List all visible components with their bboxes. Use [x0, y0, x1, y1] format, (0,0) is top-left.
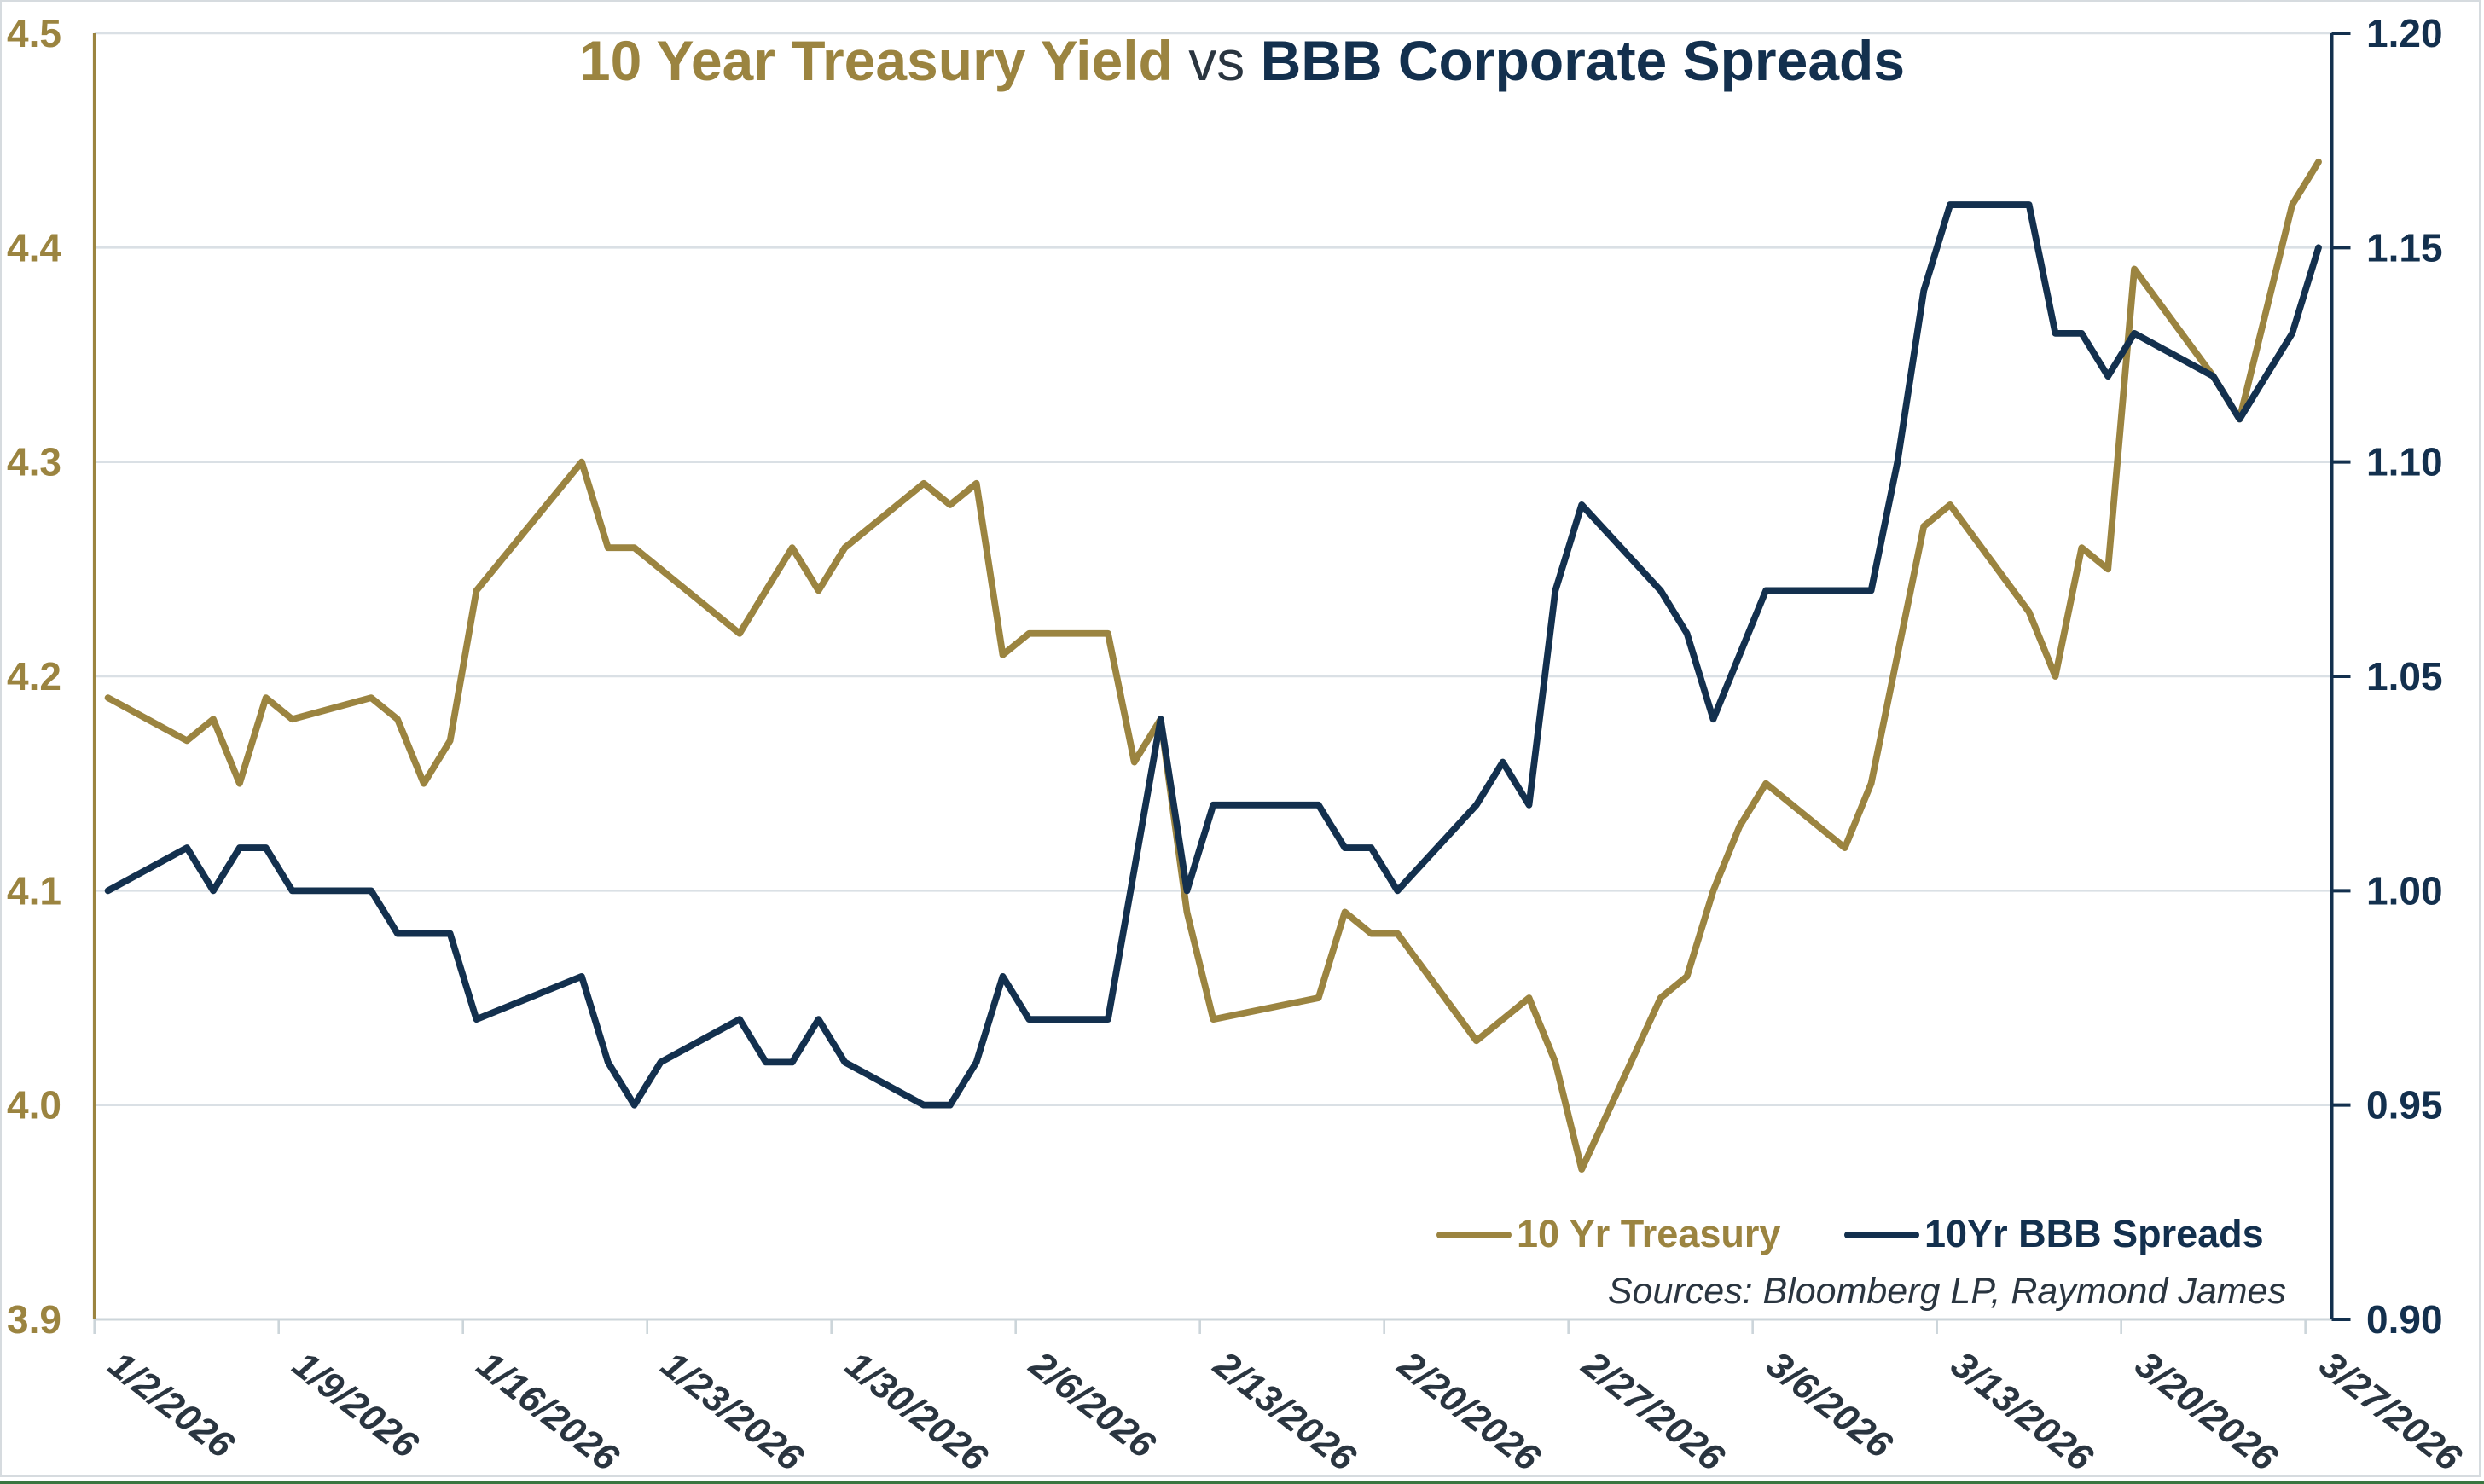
source-note: Sources: Bloomberg LP, Raymond James: [1607, 1271, 2286, 1312]
treasury-line-swatch: [1436, 1232, 1512, 1238]
x-axis-label: 2/13/2026: [1205, 1343, 1364, 1480]
left-axis-label: 4.0: [7, 1083, 61, 1127]
spreads-line-swatch: [1844, 1232, 1919, 1238]
spreads-line: [104, 201, 2322, 1109]
right-axis-label: 0.95: [2366, 1083, 2443, 1127]
x-axis-label: 2/27/2026: [1574, 1343, 1732, 1480]
right-axis-label: 1.05: [2366, 654, 2443, 699]
treasury-line: [104, 158, 2322, 1173]
x-axis-label: 1/9/2026: [285, 1343, 427, 1466]
legend-label-treasury: 10 Yr Treasury: [1517, 1213, 1781, 1255]
bottom-green-bar: [0, 1481, 2484, 1484]
chart-title-spreads: BBB Corporate Spreads: [1260, 29, 1906, 92]
x-axis-label: 1/2/2026: [101, 1343, 242, 1466]
left-axis-label: 4.3: [7, 440, 61, 484]
left-axis-label: 4.4: [7, 225, 61, 270]
right-axis-label: 1.10: [2366, 440, 2443, 484]
chart-title: 10 Year Treasury Yield vs BBB Corporate …: [0, 29, 2484, 92]
chart-title-separator: vs: [1172, 29, 1261, 92]
x-axis-label: 2/6/2026: [1021, 1343, 1163, 1467]
left-axis-label: 3.9: [7, 1297, 61, 1342]
chart-title-treasury: 10 Year Treasury Yield: [578, 29, 1173, 92]
x-axis-label: 3/27/2026: [2312, 1343, 2469, 1479]
x-axis-label: 1/30/2026: [838, 1343, 995, 1479]
legend-label-spreads: 10Yr BBB Spreads: [1924, 1213, 2264, 1255]
legend-item-treasury: 10 Yr Treasury: [1436, 1209, 1780, 1261]
right-axis-label: 1.00: [2366, 868, 2443, 913]
left-axis-label: 4.5: [7, 11, 61, 55]
x-axis-label: 3/20/2026: [2127, 1343, 2285, 1479]
legend-item-spreads: 10Yr BBB Spreads: [1844, 1209, 2264, 1261]
left-axis-label: 4.2: [7, 654, 61, 699]
right-axis-label: 0.90: [2366, 1297, 2443, 1342]
x-axis-label: 3/13/2026: [1943, 1343, 2101, 1479]
right-axis-label: 1.15: [2366, 225, 2443, 270]
right-axis-label: 1.20: [2366, 11, 2443, 55]
x-axis-label: 3/6/2026: [1759, 1343, 1901, 1466]
x-axis-label: 2/20/2026: [1390, 1343, 1548, 1480]
x-axis-label: 1/16/2026: [469, 1343, 627, 1479]
left-axis-label: 4.1: [7, 868, 61, 913]
x-axis-label: 1/23/2026: [653, 1343, 811, 1479]
